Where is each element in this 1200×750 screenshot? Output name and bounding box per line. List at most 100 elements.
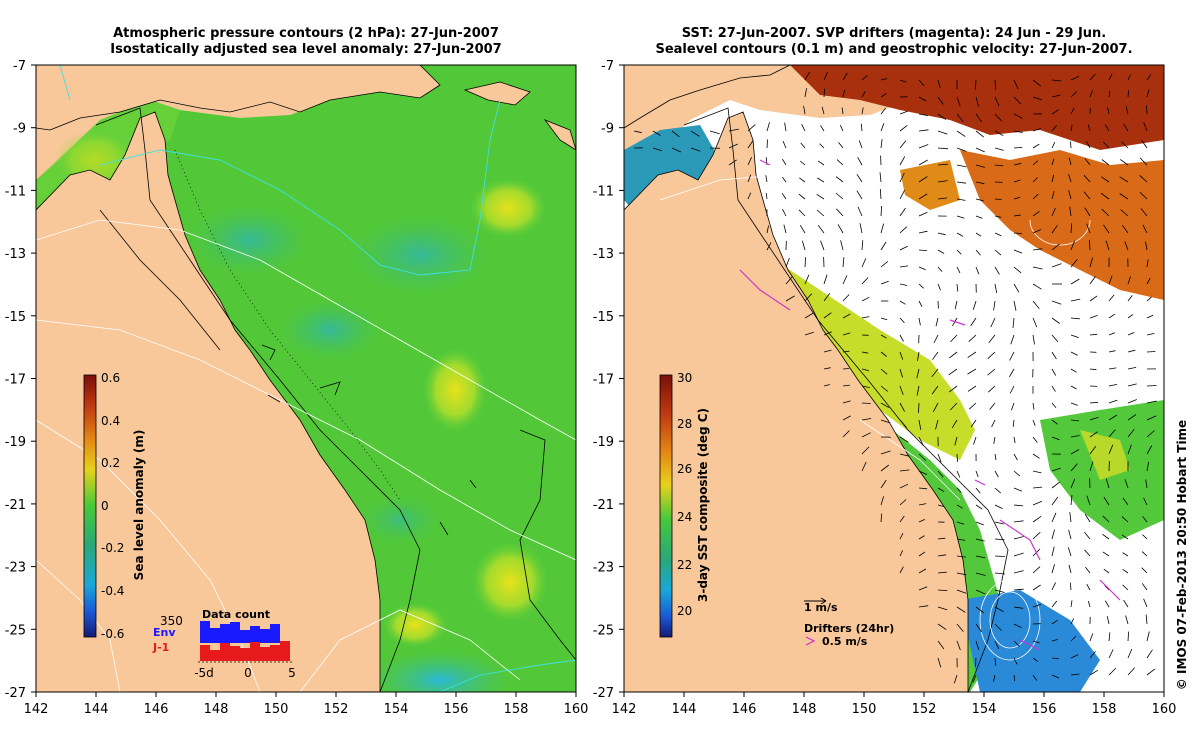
- velocity-arrow: [766, 225, 769, 234]
- velocity-arrow: [861, 385, 870, 388]
- velocity-arrow: [1139, 175, 1148, 183]
- velocity-arrow: [956, 130, 966, 137]
- velocity-arrow: [836, 208, 844, 217]
- velocity-arrow: [766, 139, 768, 149]
- velocity-arrow: [987, 351, 996, 359]
- velocity-arrow: [838, 142, 844, 149]
- right-colorbar-tick: 24: [677, 510, 692, 524]
- velocity-arrow: [1032, 128, 1041, 132]
- velocity-arrow: [1032, 143, 1040, 149]
- velocity-arrow: [1085, 566, 1091, 574]
- velocity-arrow: [1127, 74, 1131, 81]
- velocity-arrow: [899, 368, 903, 378]
- velocity-arrow: [937, 113, 947, 120]
- velocity-arrow: [937, 657, 942, 668]
- y-tick-label: -9: [13, 122, 26, 137]
- velocity-arrow: [1070, 449, 1080, 455]
- velocity-arrow: [880, 513, 882, 523]
- velocity-arrow: [899, 300, 906, 305]
- velocity-arrow: [860, 123, 863, 132]
- velocity-arrow: [880, 368, 888, 375]
- velocity-arrow: [918, 503, 927, 506]
- velocity-arrow: [1051, 263, 1062, 268]
- velocity-arrow: [994, 606, 1004, 612]
- velocity-arrow: [899, 351, 904, 360]
- velocity-arrow: [1089, 651, 1096, 659]
- velocity-arrow: [975, 589, 986, 595]
- y-tick-label: -7: [13, 59, 26, 74]
- velocity-arrow: [937, 147, 949, 150]
- velocity-arrow: [823, 71, 829, 81]
- velocity-arrow: [899, 533, 904, 540]
- y-tick-label: -13: [593, 247, 614, 262]
- velocity-arrow: [937, 453, 942, 463]
- velocity-arrow: [975, 487, 981, 494]
- velocity-arrow: [880, 261, 889, 268]
- velocity-arrow: [956, 504, 963, 509]
- velocity-arrow: [1141, 567, 1148, 574]
- velocity-arrow: [861, 277, 869, 285]
- velocity-arrow: [1127, 631, 1129, 642]
- velocity-arrow: [1146, 430, 1155, 438]
- velocity-arrow: [781, 193, 787, 200]
- velocity-arrow: [1108, 367, 1117, 370]
- velocity-arrow: [842, 368, 850, 370]
- velocity-arrow: [856, 173, 863, 183]
- velocity-arrow: [1070, 495, 1073, 506]
- right-colorbar-tick: 26: [677, 462, 692, 476]
- j1-bar: [220, 643, 230, 661]
- env-bar: [230, 622, 240, 643]
- velocity-arrow: [931, 368, 939, 377]
- velocity-arrow: [856, 190, 863, 200]
- velocity-arrow: [1143, 497, 1148, 506]
- env-bar: [260, 629, 270, 643]
- velocity-arrow: [1146, 89, 1150, 98]
- velocity-arrow: [747, 174, 752, 183]
- velocity-arrow: [798, 209, 806, 217]
- velocity-arrow: [1051, 300, 1062, 305]
- left-anomaly-high-2: [423, 348, 487, 432]
- velocity-arrow: [1032, 193, 1039, 200]
- velocity-arrow: [1013, 232, 1022, 234]
- data-count-x-tick: 0: [244, 666, 252, 680]
- velocity-arrow: [918, 586, 928, 591]
- data-count-inset: Data count 350 Env J-1 -5d 0 5: [152, 608, 296, 680]
- velocity-arrow: [861, 446, 870, 455]
- y-tick-label: -9: [601, 122, 614, 137]
- left-reef-outline: [174, 149, 401, 501]
- velocity-arrow: [1143, 598, 1148, 608]
- velocity-arrow: [804, 88, 807, 98]
- velocity-arrow: [861, 351, 869, 354]
- velocity-arrow: [1104, 600, 1110, 608]
- velocity-arrow: [1070, 334, 1079, 338]
- velocity-arrow: [747, 124, 756, 132]
- velocity-arrow: [823, 367, 831, 370]
- x-tick-label: 156: [1032, 702, 1057, 717]
- velocity-arrow: [956, 623, 964, 632]
- velocity-arrow: [954, 436, 958, 446]
- x-tick-label: 150: [264, 702, 289, 717]
- velocity-arrow: [1051, 674, 1060, 679]
- velocity-arrow: [899, 515, 905, 523]
- velocity-arrow: [1102, 551, 1110, 557]
- velocity-arrow: [861, 316, 870, 319]
- velocity-arrow: [1051, 207, 1056, 217]
- velocity-arrow: [994, 504, 1003, 509]
- velocity-arrow: [918, 402, 920, 414]
- velocity-arrow: [1051, 619, 1058, 625]
- velocity-arrow: [1127, 667, 1135, 676]
- velocity-arrow: [1051, 225, 1058, 234]
- velocity-arrow: [880, 107, 886, 115]
- velocity-arrow: [1108, 414, 1118, 421]
- velocity-arrow: [1125, 106, 1129, 115]
- velocity-arrow: [879, 172, 882, 183]
- data-count-title: Data count: [202, 608, 270, 621]
- velocity-arrow: [1032, 210, 1040, 217]
- velocity-arrow: [817, 160, 825, 166]
- velocity-arrow: [1083, 175, 1091, 183]
- data-count-x-tick: 5: [288, 666, 296, 680]
- velocity-arrow: [1124, 479, 1129, 489]
- velocity-arrow: [956, 538, 966, 541]
- velocity-arrow: [1141, 139, 1148, 149]
- x-tick-label: 142: [612, 702, 637, 717]
